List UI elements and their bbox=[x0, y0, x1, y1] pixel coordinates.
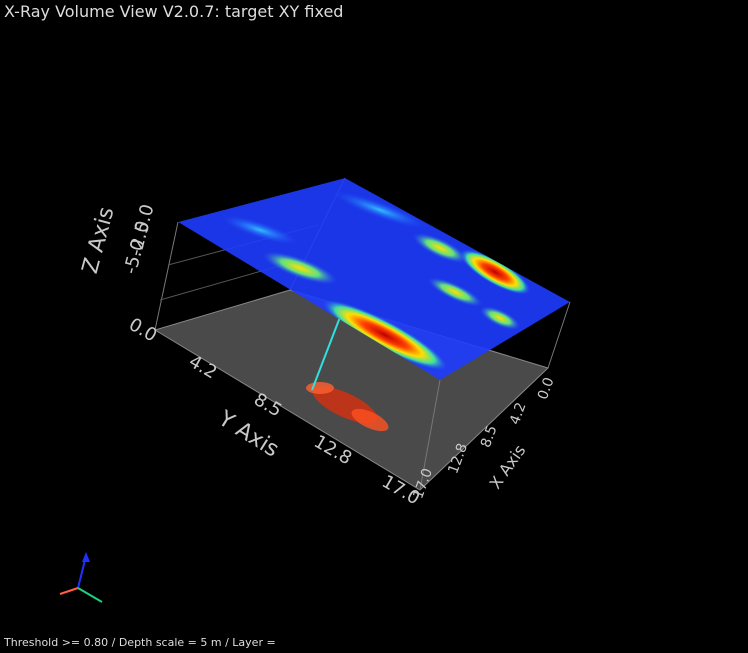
z-tick-label: 0.0 bbox=[131, 202, 159, 235]
x-tick-label: 8.5 bbox=[478, 423, 501, 449]
x-tick-label: 4.2 bbox=[507, 400, 530, 426]
y-tick-label: 0.0 bbox=[125, 314, 160, 347]
x-tick-label: 0.0 bbox=[535, 375, 558, 401]
slice-plane bbox=[178, 178, 570, 380]
probe-line bbox=[311, 311, 343, 391]
orientation-triad bbox=[59, 552, 103, 603]
window-title: X-Ray Volume View V2.0.7: target XY fixe… bbox=[4, 2, 344, 21]
z-axis-label: Z Axis bbox=[78, 204, 120, 276]
red-volume bbox=[306, 382, 389, 432]
status-bar: Threshold >= 0.80 / Depth scale = 5 m / … bbox=[4, 636, 276, 649]
